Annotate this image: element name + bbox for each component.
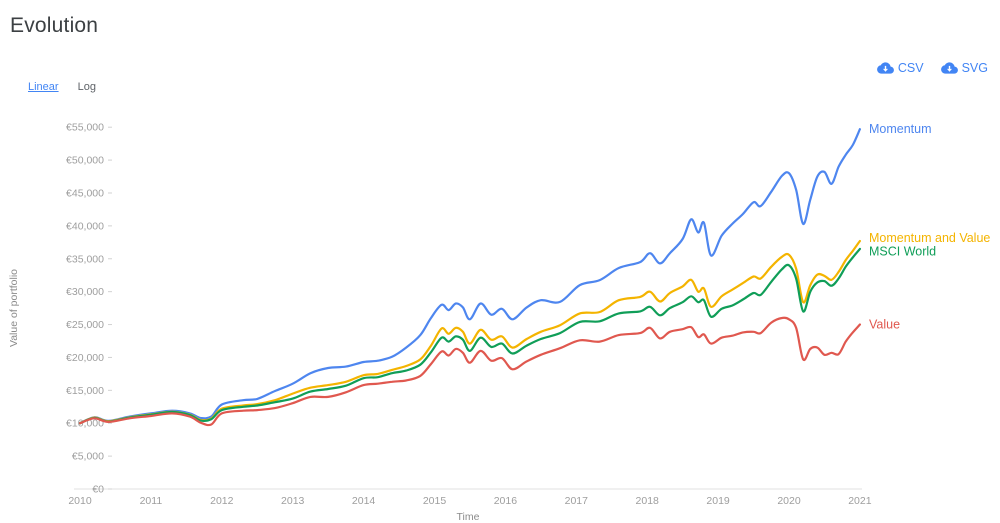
y-tick-label: €35,000 bbox=[66, 253, 104, 265]
x-tick-label: 2016 bbox=[494, 495, 518, 507]
y-tick-label: €20,000 bbox=[66, 352, 104, 364]
y-tick-label: €40,000 bbox=[66, 220, 104, 232]
cloud-download-icon bbox=[940, 62, 958, 74]
cloud-download-icon bbox=[876, 62, 894, 74]
y-tick-label: €15,000 bbox=[66, 385, 104, 397]
series-label-msci-world: MSCI World bbox=[869, 245, 936, 259]
download-svg-label: SVG bbox=[961, 61, 988, 75]
x-tick-label: 2010 bbox=[68, 495, 92, 507]
scale-log-link[interactable]: Log bbox=[77, 81, 96, 93]
export-buttons: CSV SVG bbox=[876, 61, 988, 75]
x-axis-title: Time bbox=[457, 511, 480, 523]
x-tick-label: 2020 bbox=[777, 495, 801, 507]
y-tick-label: €45,000 bbox=[66, 187, 104, 199]
download-csv-label: CSV bbox=[897, 61, 924, 75]
scale-linear-link[interactable]: Linear bbox=[28, 81, 59, 93]
series-line-value[interactable] bbox=[78, 316, 861, 427]
series-label-momentum-and-value: Momentum and Value bbox=[869, 231, 990, 245]
download-csv-button[interactable]: CSV bbox=[876, 61, 924, 75]
y-tick-label: €25,000 bbox=[66, 319, 104, 331]
series-label-value: Value bbox=[869, 318, 900, 332]
x-tick-label: 2013 bbox=[281, 495, 305, 507]
x-tick-label: 2012 bbox=[210, 495, 234, 507]
series-line-msci-world[interactable] bbox=[78, 247, 861, 425]
y-tick-label: €5,000 bbox=[72, 451, 104, 463]
page-title: Evolution bbox=[10, 14, 99, 37]
y-tick-label: €0 bbox=[92, 484, 104, 496]
y-tick-label: €55,000 bbox=[66, 122, 104, 134]
series-line-momentum[interactable] bbox=[78, 128, 861, 425]
series-line-momentum-and-value[interactable] bbox=[78, 239, 861, 425]
x-tick-label: 2015 bbox=[423, 495, 447, 507]
y-tick-label: €30,000 bbox=[66, 286, 104, 298]
y-axis-title: Value of portfolio bbox=[8, 269, 20, 347]
download-svg-button[interactable]: SVG bbox=[940, 61, 988, 75]
x-tick-label: 2018 bbox=[636, 495, 660, 507]
scale-toggle: Linear Log bbox=[28, 81, 112, 93]
x-tick-label: 2021 bbox=[848, 495, 872, 507]
x-tick-label: 2011 bbox=[140, 495, 163, 507]
x-tick-label: 2014 bbox=[352, 495, 376, 507]
x-tick-label: 2019 bbox=[706, 495, 730, 507]
y-tick-label: €50,000 bbox=[66, 155, 104, 167]
x-tick-label: 2017 bbox=[565, 495, 589, 507]
series-label-momentum: Momentum bbox=[869, 122, 932, 136]
